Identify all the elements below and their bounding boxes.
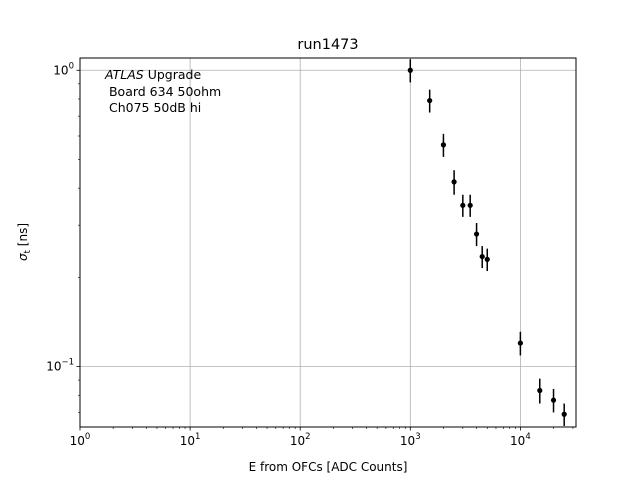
y-tick-label: 100 xyxy=(53,61,74,77)
data-point xyxy=(479,246,485,269)
y-axis-title-symbol: σ xyxy=(16,253,30,261)
data-point xyxy=(427,89,433,113)
data-marker xyxy=(460,202,466,208)
x-tick-label: 103 xyxy=(400,432,421,448)
data-point xyxy=(460,194,466,217)
x-axis: 100 101 102 103 104 xyxy=(70,427,574,448)
data-point xyxy=(407,59,413,83)
y-tick-base: 10 xyxy=(53,63,68,77)
plot-frame xyxy=(79,57,577,428)
x-tick-base: 10 xyxy=(400,434,415,448)
annotation-line-1: ATLAS Upgrade xyxy=(104,67,201,82)
x-tick-label: 104 xyxy=(510,432,531,448)
annotation: ATLAS Upgrade Board 634 50ohm Ch075 50dB… xyxy=(104,67,221,115)
y-tick-exponent: 0 xyxy=(69,61,74,71)
x-tick-exponent: 1 xyxy=(195,432,200,442)
data-point xyxy=(484,248,490,272)
y-axis-title-unit: [ns] xyxy=(16,223,30,246)
y-axis-title: σt [ns] xyxy=(16,223,33,261)
y-tick-base: 10 xyxy=(46,360,61,374)
y-tick-label: 10−1 xyxy=(46,358,74,374)
data-point xyxy=(473,223,480,247)
x-tick-exponent: 2 xyxy=(305,432,310,442)
data-marker xyxy=(550,397,557,403)
x-tick-base: 10 xyxy=(510,434,525,448)
data-layer xyxy=(407,59,567,426)
data-point xyxy=(550,388,557,413)
data-marker xyxy=(479,253,485,260)
data-marker xyxy=(467,202,473,208)
data-marker xyxy=(517,340,523,346)
x-axis-title: E from OFCs [ADC Counts] xyxy=(249,460,408,474)
x-tick-exponent: 4 xyxy=(525,432,530,442)
x-tick-base: 10 xyxy=(290,434,305,448)
chart-title: run1473 xyxy=(297,37,358,53)
y-axis-title-subscript: t xyxy=(23,249,33,253)
annotation-atlas: ATLAS xyxy=(104,67,144,82)
x-tick-base: 10 xyxy=(70,434,85,448)
x-tick-base: 10 xyxy=(180,434,195,448)
x-tick-label: 100 xyxy=(70,432,91,448)
x-tick-exponent: 0 xyxy=(85,432,90,442)
data-marker xyxy=(484,256,490,262)
annotation-line-3: Ch075 50dB hi xyxy=(105,100,201,115)
data-marker xyxy=(537,387,543,394)
data-marker xyxy=(407,67,413,73)
x-tick-exponent: 3 xyxy=(415,432,420,442)
y-tick-exponent: −1 xyxy=(61,358,74,368)
data-marker xyxy=(440,142,447,148)
data-marker xyxy=(427,97,433,104)
data-marker xyxy=(451,179,457,185)
data-marker xyxy=(561,411,567,417)
data-marker xyxy=(473,231,480,237)
data-point xyxy=(537,378,543,404)
annotation-line-2: Board 634 50ohm xyxy=(105,84,221,99)
annotation-upgrade: Upgrade xyxy=(144,67,202,82)
data-point xyxy=(440,133,447,157)
plot-area xyxy=(80,58,576,427)
data-point xyxy=(561,403,567,426)
x-tick-label: 102 xyxy=(290,432,311,448)
x-tick-label: 101 xyxy=(180,432,201,448)
data-point xyxy=(451,170,457,195)
data-point xyxy=(467,194,473,217)
data-point xyxy=(517,331,523,356)
data-points xyxy=(407,59,567,426)
